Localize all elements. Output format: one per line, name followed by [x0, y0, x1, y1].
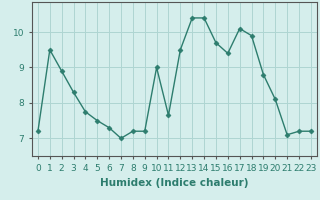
- X-axis label: Humidex (Indice chaleur): Humidex (Indice chaleur): [100, 178, 249, 188]
